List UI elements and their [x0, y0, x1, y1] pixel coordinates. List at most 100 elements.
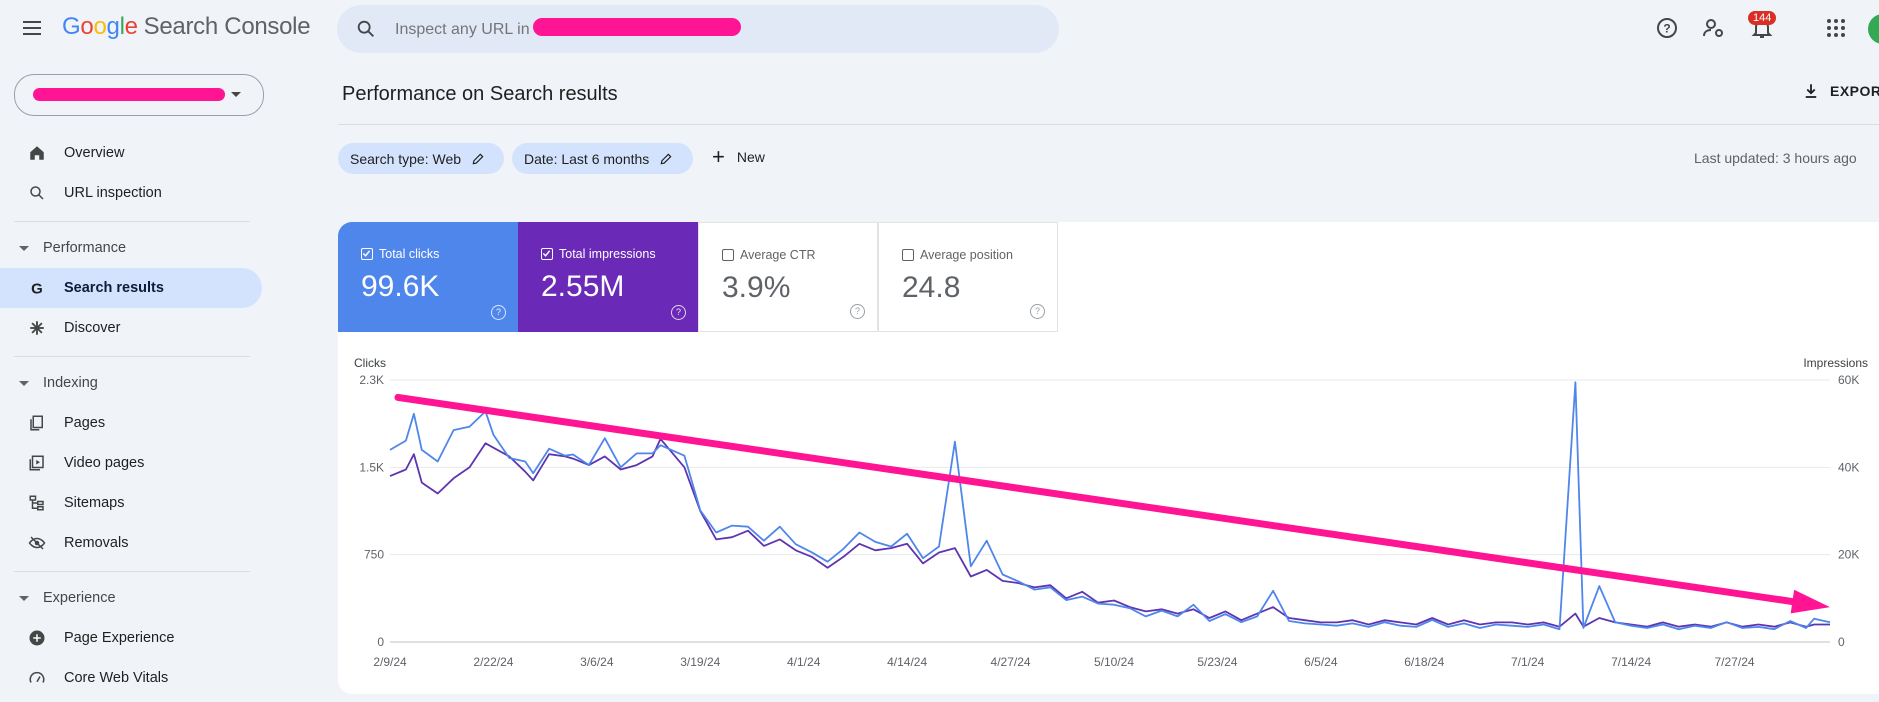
right-tick-label: 0	[1838, 635, 1845, 649]
plus-circle-icon	[27, 628, 47, 648]
x-tick-label: 7/27/24	[1715, 655, 1755, 669]
help-icon[interactable]: ?	[491, 305, 506, 320]
hamburger-menu-icon[interactable]	[20, 17, 44, 41]
video-pages-icon	[27, 453, 47, 473]
sidebar-item-page-experience[interactable]: Page Experience	[0, 618, 262, 658]
nav-section-performance[interactable]: Performance	[0, 234, 126, 262]
x-tick-label: 4/27/24	[991, 655, 1031, 669]
notification-count-badge: 144	[1748, 11, 1777, 25]
metric-average-position[interactable]: Average position 24.8 ?	[878, 222, 1058, 332]
product-name: Search Console	[143, 13, 311, 40]
edit-pencil-icon	[472, 153, 484, 164]
left-tick-label: 1.5K	[359, 460, 384, 474]
metric-total-clicks[interactable]: Total clicks 99.6K ?	[338, 222, 518, 332]
x-tick-label: 2/22/24	[473, 655, 513, 669]
checkbox-checked-icon[interactable]	[541, 248, 553, 260]
asterisk-icon	[27, 318, 47, 338]
new-filter-button[interactable]: + New	[712, 144, 765, 169]
svg-text:?: ?	[1663, 22, 1670, 36]
x-tick-label: 5/10/24	[1094, 655, 1134, 669]
sidebar-item-url-inspection[interactable]: URL inspection	[0, 173, 262, 213]
title-divider	[338, 124, 1879, 125]
sidebar-item-video-pages[interactable]: Video pages	[0, 443, 262, 483]
caret-down-icon	[19, 380, 29, 386]
nav-section-indexing[interactable]: Indexing	[0, 369, 98, 397]
nav-divider	[14, 571, 250, 572]
google-g-icon: G	[27, 278, 47, 298]
left-tick-label: 2.3K	[359, 373, 384, 387]
help-icon[interactable]: ?	[671, 305, 686, 320]
checkbox-unchecked-icon[interactable]	[722, 249, 734, 261]
right-axis-title: Impressions	[1803, 356, 1868, 370]
annotation-arrow-head	[1790, 589, 1830, 614]
apps-grid-icon[interactable]	[1824, 16, 1848, 40]
sidebar-item-sitemaps[interactable]: Sitemaps	[0, 483, 262, 523]
sidebar-item-search-results[interactable]: G Search results	[0, 268, 262, 308]
pages-icon	[27, 413, 47, 433]
caret-down-icon	[19, 245, 29, 251]
sidebar-item-removals[interactable]: Removals	[0, 523, 262, 563]
x-tick-label: 6/5/24	[1304, 655, 1338, 669]
plus-icon: +	[712, 144, 725, 169]
metric-value: 99.6K	[361, 270, 440, 303]
app-logo[interactable]: Google Search Console	[62, 13, 311, 40]
page-title: Performance on Search results	[342, 83, 618, 105]
property-selector[interactable]	[14, 74, 264, 116]
series-line-total-clicks	[389, 381, 1831, 631]
x-tick-label: 5/23/24	[1197, 655, 1237, 669]
sidebar-item-pages[interactable]: Pages	[0, 403, 262, 443]
x-tick-label: 3/6/24	[580, 655, 614, 669]
x-tick-label: 4/1/24	[787, 655, 821, 669]
x-tick-label: 4/14/24	[887, 655, 927, 669]
redaction-mark	[33, 88, 225, 101]
manage-users-icon[interactable]	[1702, 16, 1726, 40]
removals-icon	[27, 533, 47, 553]
home-icon	[27, 143, 47, 163]
x-tick-label: 3/19/24	[680, 655, 720, 669]
edit-pencil-icon	[660, 153, 672, 164]
x-tick-label: 7/14/24	[1611, 655, 1651, 669]
url-inspect-search[interactable]	[337, 5, 1059, 53]
checkbox-unchecked-icon[interactable]	[902, 249, 914, 261]
sidebar-item-discover[interactable]: Discover	[0, 308, 262, 348]
nav-divider	[14, 356, 250, 357]
sidebar-item-overview[interactable]: Overview	[0, 133, 262, 173]
right-tick-label: 40K	[1838, 460, 1859, 474]
search-icon	[357, 20, 374, 37]
download-icon	[1805, 84, 1817, 98]
metric-value: 2.55M	[541, 270, 625, 303]
right-tick-label: 20K	[1838, 548, 1859, 562]
x-tick-label: 2/9/24	[373, 655, 407, 669]
sitemap-icon	[27, 493, 47, 513]
date-filter-chip[interactable]: Date: Last 6 months	[512, 143, 693, 174]
nav-divider	[14, 221, 250, 222]
redaction-mark	[533, 18, 741, 36]
caret-down-icon	[19, 595, 29, 601]
help-icon[interactable]: ?	[1030, 304, 1045, 319]
x-tick-label: 6/18/24	[1404, 655, 1444, 669]
left-tick-label: 0	[377, 635, 384, 649]
sidebar-item-core-web-vitals[interactable]: Core Web Vitals	[0, 658, 262, 698]
help-icon[interactable]: ?	[1655, 16, 1679, 40]
help-icon[interactable]: ?	[850, 304, 865, 319]
metric-value: 24.8	[902, 271, 961, 304]
chevron-down-icon	[231, 92, 241, 97]
metric-total-impressions[interactable]: Total impressions 2.55M ?	[518, 222, 698, 332]
search-type-filter-chip[interactable]: Search type: Web	[338, 143, 504, 174]
checkbox-checked-icon[interactable]	[361, 248, 373, 260]
speed-icon	[27, 668, 47, 688]
left-axis-title: Clicks	[354, 356, 386, 370]
last-updated-text: Last updated: 3 hours ago	[1694, 150, 1857, 166]
annotation-arrow-shaft	[394, 393, 1796, 606]
right-tick-label: 60K	[1838, 373, 1859, 387]
metric-average-ctr[interactable]: Average CTR 3.9% ?	[698, 222, 878, 332]
account-avatar[interactable]	[1868, 14, 1879, 44]
svg-text:G: G	[31, 280, 43, 297]
performance-chart: Clicks Impressions 2.3K 60K 1.5K 40K 750 20K 0 0 2…	[354, 356, 1868, 669]
export-button[interactable]: EXPORT	[1802, 82, 1879, 100]
metric-value: 3.9%	[722, 271, 791, 304]
left-tick-label: 750	[364, 548, 384, 562]
nav-section-experience[interactable]: Experience	[0, 584, 116, 612]
search-icon	[27, 183, 47, 203]
